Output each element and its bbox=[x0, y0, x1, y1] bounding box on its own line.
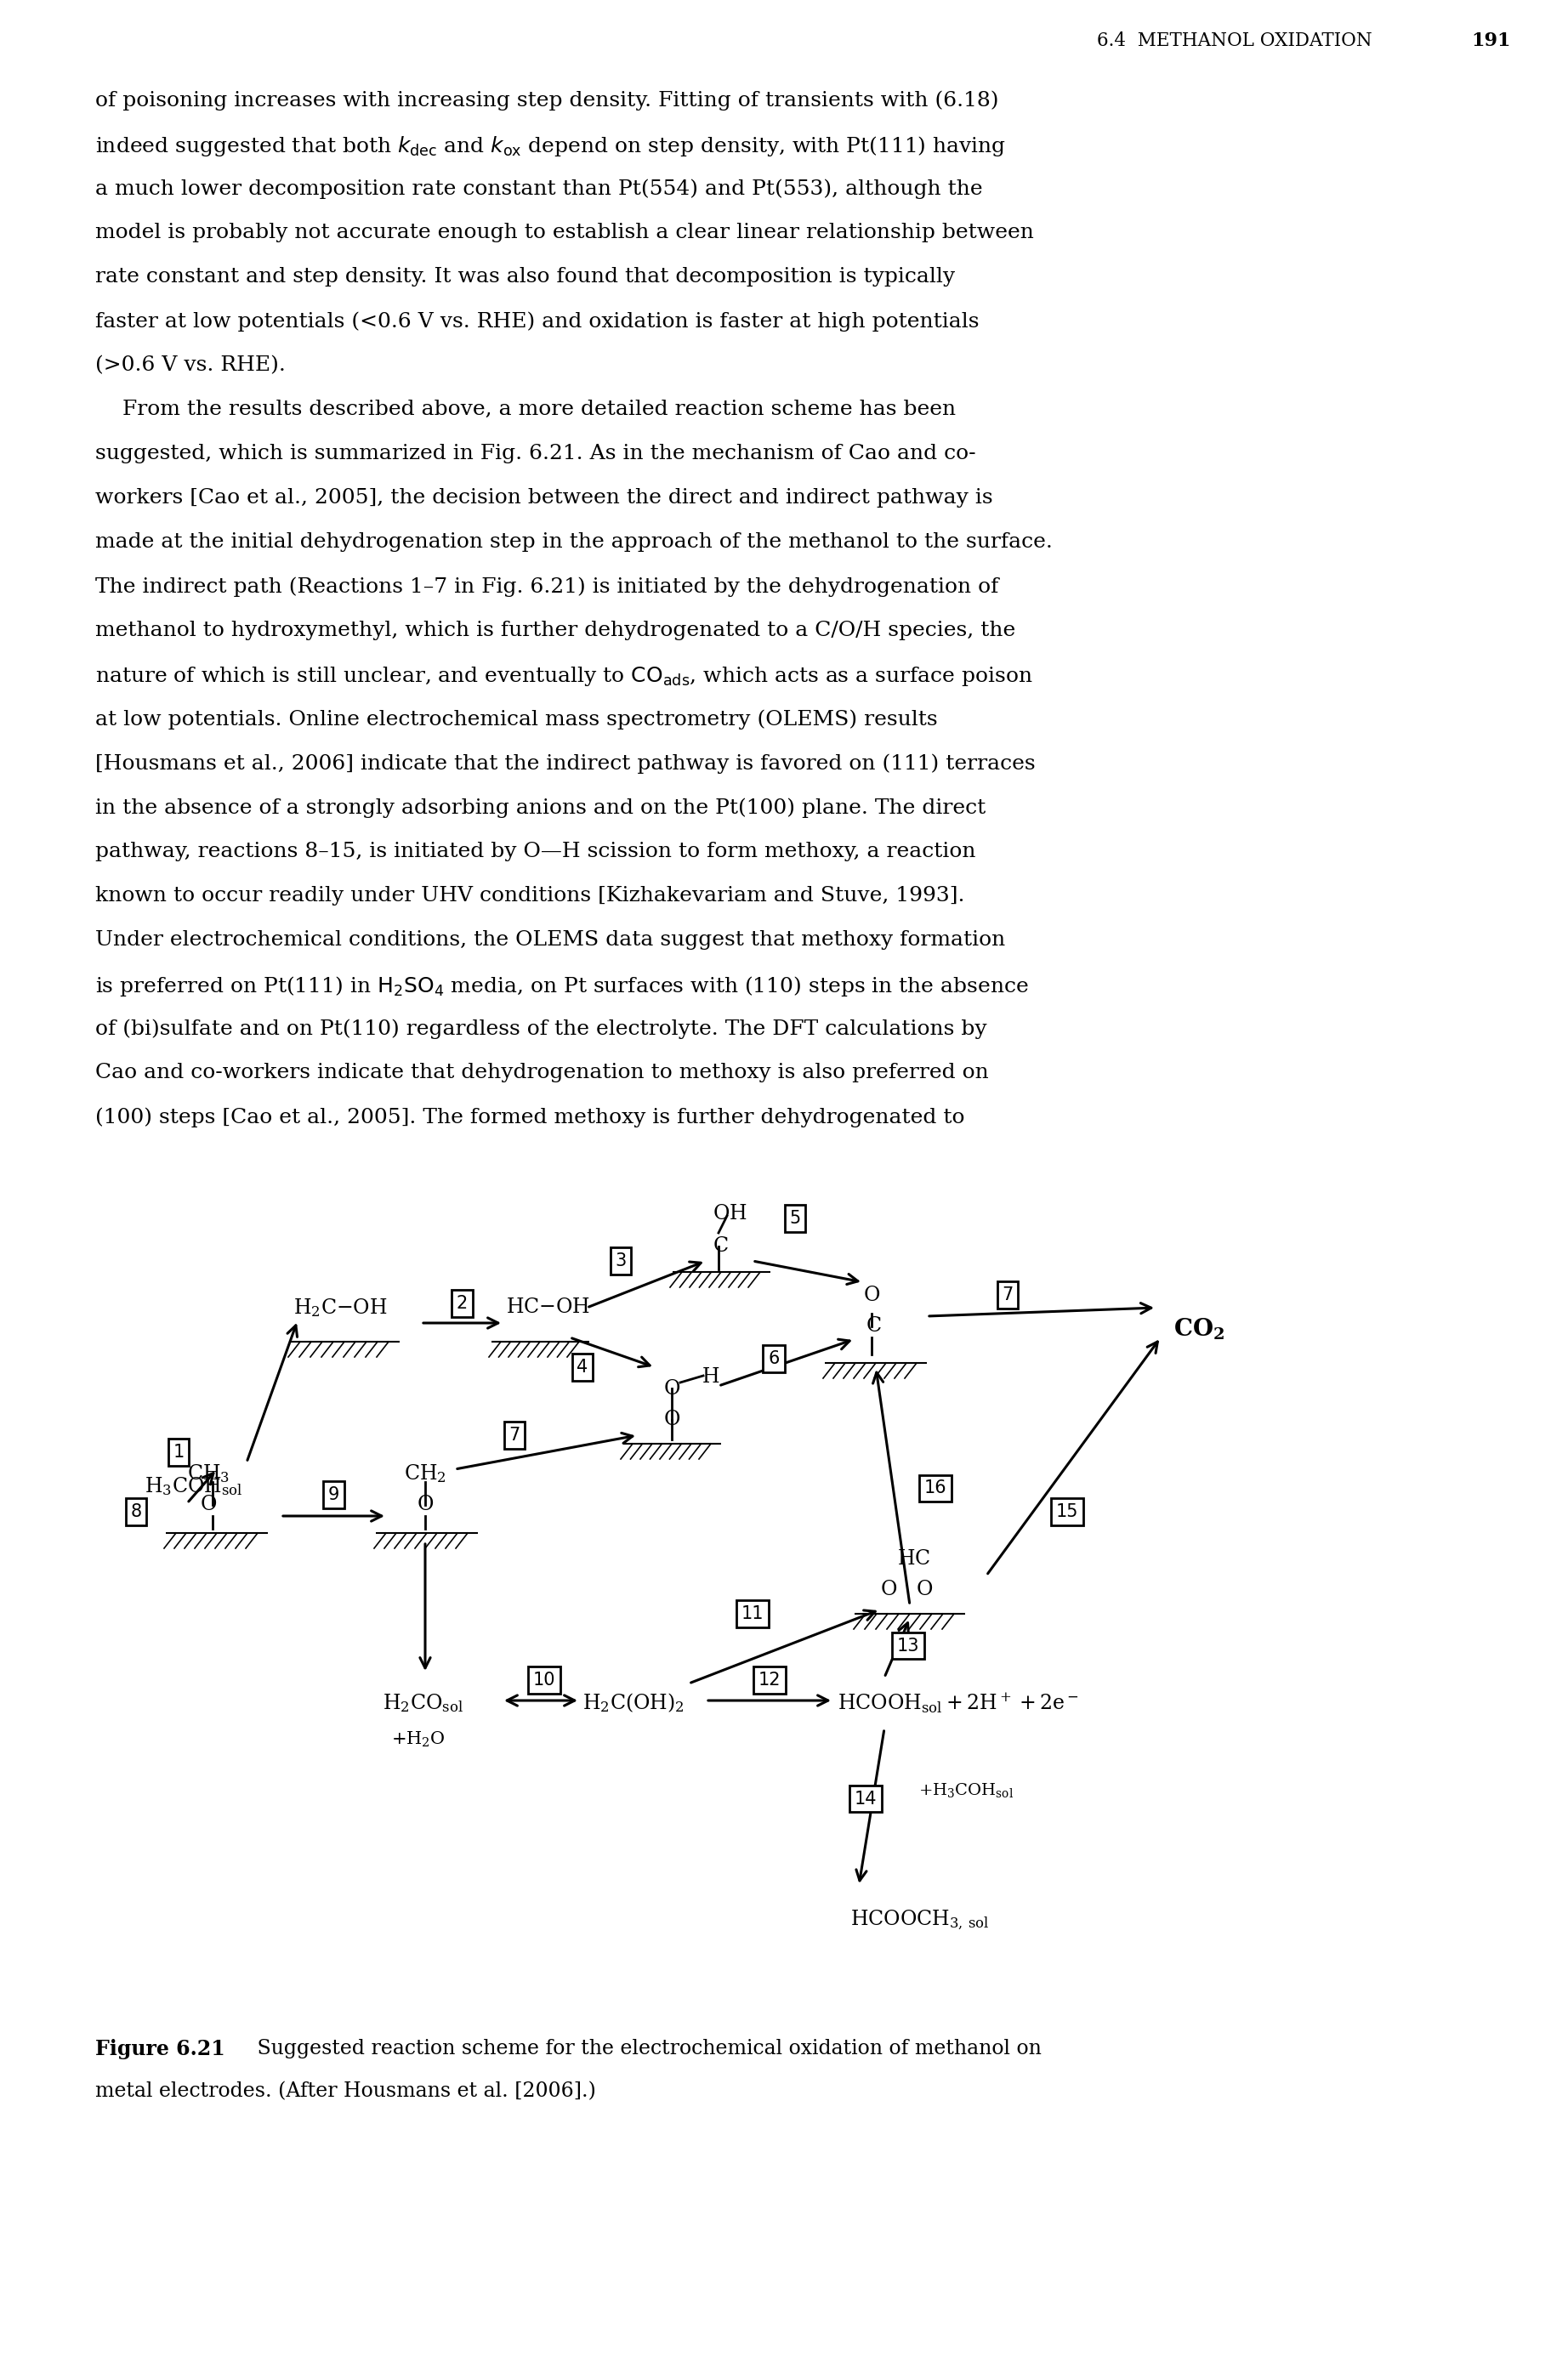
Text: $\mathregular{H_3COH_{sol}}$: $\mathregular{H_3COH_{sol}}$ bbox=[144, 1476, 243, 1498]
Text: 11: 11 bbox=[742, 1606, 764, 1623]
Text: From the results described above, a more detailed reaction scheme has been: From the results described above, a more… bbox=[96, 399, 956, 418]
Text: Cao and co-workers indicate that dehydrogenation to methoxy is also preferred on: Cao and co-workers indicate that dehydro… bbox=[96, 1063, 989, 1082]
Text: 6.4  METHANOL OXIDATION: 6.4 METHANOL OXIDATION bbox=[1098, 31, 1372, 50]
Text: (100) steps [Cao et al., 2005]. The formed methoxy is further dehydrogenated to: (100) steps [Cao et al., 2005]. The form… bbox=[96, 1108, 964, 1127]
Text: workers [Cao et al., 2005], the decision between the direct and indirect pathway: workers [Cao et al., 2005], the decision… bbox=[96, 489, 993, 508]
Text: model is probably not accurate enough to establish a clear linear relationship b: model is probably not accurate enough to… bbox=[96, 222, 1033, 243]
Text: Figure 6.21: Figure 6.21 bbox=[96, 2038, 226, 2060]
Text: $\mathregular{CO_2}$: $\mathregular{CO_2}$ bbox=[1173, 1316, 1225, 1342]
Text: is preferred on Pt(111) in $\mathrm{H_2SO_4}$ media, on Pt surfaces with (110) s: is preferred on Pt(111) in $\mathrm{H_2S… bbox=[96, 976, 1029, 999]
Text: The indirect path (Reactions 1–7 in Fig. 6.21) is initiated by the dehydrogenati: The indirect path (Reactions 1–7 in Fig.… bbox=[96, 576, 999, 598]
Text: 191: 191 bbox=[1471, 31, 1510, 50]
Text: 4: 4 bbox=[577, 1358, 588, 1375]
Text: nature of which is still unclear, and eventually to $\mathrm{CO_{ads}}$, which a: nature of which is still unclear, and ev… bbox=[96, 664, 1033, 687]
Text: pathway, reactions 8–15, is initiated by O—H scission to form methoxy, a reactio: pathway, reactions 8–15, is initiated by… bbox=[96, 841, 975, 862]
Text: $\mathregular{O \quad O}$: $\mathregular{O \quad O}$ bbox=[880, 1580, 933, 1599]
Text: in the absence of a strongly adsorbing anions and on the Pt(100) plane. The dire: in the absence of a strongly adsorbing a… bbox=[96, 798, 986, 817]
Text: made at the initial dehydrogenation step in the approach of the methanol to the : made at the initial dehydrogenation step… bbox=[96, 531, 1052, 553]
Text: $\mathregular{CH_2}$: $\mathregular{CH_2}$ bbox=[405, 1462, 447, 1483]
Text: $\mathregular{HCOOCH_{3,\,sol}}$: $\mathregular{HCOOCH_{3,\,sol}}$ bbox=[850, 1908, 989, 1932]
Text: metal electrodes. (After Housmans et al. [2006].): metal electrodes. (After Housmans et al.… bbox=[96, 2081, 596, 2100]
Text: a much lower decomposition rate constant than Pt(554) and Pt(553), although the: a much lower decomposition rate constant… bbox=[96, 180, 983, 198]
Text: $\mathregular{CH_3}$: $\mathregular{CH_3}$ bbox=[187, 1462, 230, 1483]
Text: of poisoning increases with increasing step density. Fitting of transients with : of poisoning increases with increasing s… bbox=[96, 90, 999, 111]
Text: 12: 12 bbox=[759, 1672, 781, 1689]
Text: $\mathregular{O}$: $\mathregular{O}$ bbox=[663, 1379, 681, 1398]
Text: $\mathregular{+ H_2O}$: $\mathregular{+ H_2O}$ bbox=[390, 1729, 445, 1750]
Text: $\mathregular{H_2C(OH)_2}$: $\mathregular{H_2C(OH)_2}$ bbox=[582, 1691, 684, 1715]
Text: (>0.6 V vs. RHE).: (>0.6 V vs. RHE). bbox=[96, 354, 285, 376]
Text: suggested, which is summarized in Fig. 6.21. As in the mechanism of Cao and co-: suggested, which is summarized in Fig. 6… bbox=[96, 444, 975, 463]
Text: of (bi)sulfate and on Pt(110) regardless of the electrolyte. The DFT calculation: of (bi)sulfate and on Pt(110) regardless… bbox=[96, 1018, 986, 1039]
Text: 6: 6 bbox=[768, 1351, 779, 1368]
Text: $\mathregular{H_2CO_{sol}}$: $\mathregular{H_2CO_{sol}}$ bbox=[383, 1691, 463, 1715]
Text: 8: 8 bbox=[130, 1502, 141, 1521]
Text: 7: 7 bbox=[508, 1427, 521, 1443]
Text: 10: 10 bbox=[533, 1672, 555, 1689]
Text: $\mathregular{C}$: $\mathregular{C}$ bbox=[866, 1316, 881, 1337]
Text: 15: 15 bbox=[1055, 1502, 1079, 1521]
Text: $\mathregular{O}$: $\mathregular{O}$ bbox=[417, 1495, 434, 1514]
Text: 3: 3 bbox=[615, 1252, 626, 1268]
Text: 14: 14 bbox=[855, 1790, 877, 1807]
Text: [Housmans et al., 2006] indicate that the indirect pathway is favored on (111) t: [Housmans et al., 2006] indicate that th… bbox=[96, 753, 1035, 772]
Text: Under electrochemical conditions, the OLEMS data suggest that methoxy formation: Under electrochemical conditions, the OL… bbox=[96, 931, 1005, 950]
Text: indeed suggested that both $k_{\mathrm{dec}}$ and $k_{\mathrm{ox}}$ depend on st: indeed suggested that both $k_{\mathrm{d… bbox=[96, 135, 1007, 158]
Text: 5: 5 bbox=[789, 1209, 801, 1226]
Text: known to occur readily under UHV conditions [Kizhakevariam and Stuve, 1993].: known to occur readily under UHV conditi… bbox=[96, 886, 964, 905]
Text: faster at low potentials (<0.6 V vs. RHE) and oxidation is faster at high potent: faster at low potentials (<0.6 V vs. RHE… bbox=[96, 312, 978, 331]
Text: $\mathregular{HC}$: $\mathregular{HC}$ bbox=[897, 1549, 930, 1568]
Text: $\mathregular{H_2C{-}OH}$: $\mathregular{H_2C{-}OH}$ bbox=[293, 1297, 387, 1318]
Text: $\mathregular{OH}$: $\mathregular{OH}$ bbox=[712, 1205, 746, 1224]
Text: 7: 7 bbox=[1002, 1287, 1013, 1304]
Text: 16: 16 bbox=[924, 1481, 947, 1498]
Text: $\mathregular{O}$: $\mathregular{O}$ bbox=[862, 1285, 880, 1304]
Text: at low potentials. Online electrochemical mass spectrometry (OLEMS) results: at low potentials. Online electrochemica… bbox=[96, 709, 938, 730]
Text: 13: 13 bbox=[897, 1637, 919, 1653]
Text: 2: 2 bbox=[456, 1294, 467, 1311]
Text: rate constant and step density. It was also found that decomposition is typicall: rate constant and step density. It was a… bbox=[96, 267, 955, 286]
Text: $\mathregular{+ H_3COH_{sol}}$: $\mathregular{+ H_3COH_{sol}}$ bbox=[919, 1781, 1013, 1800]
Text: 9: 9 bbox=[328, 1486, 339, 1502]
Text: $\mathregular{HC{-}OH}$: $\mathregular{HC{-}OH}$ bbox=[506, 1297, 590, 1318]
Text: $\mathregular{H}$: $\mathregular{H}$ bbox=[701, 1368, 720, 1386]
Text: $\mathregular{O}$: $\mathregular{O}$ bbox=[199, 1495, 216, 1514]
Text: $\mathregular{C}$: $\mathregular{C}$ bbox=[712, 1238, 729, 1257]
Text: $\mathregular{O}$: $\mathregular{O}$ bbox=[663, 1410, 681, 1429]
Text: 1: 1 bbox=[172, 1443, 183, 1460]
Text: $\mathregular{HCOOH_{sol} + 2H^+ + 2e^-}$: $\mathregular{HCOOH_{sol} + 2H^+ + 2e^-}… bbox=[837, 1691, 1079, 1715]
Text: Suggested reaction scheme for the electrochemical oxidation of methanol on: Suggested reaction scheme for the electr… bbox=[238, 2038, 1041, 2057]
Text: methanol to hydroxymethyl, which is further dehydrogenated to a C/O/H species, t: methanol to hydroxymethyl, which is furt… bbox=[96, 621, 1016, 640]
